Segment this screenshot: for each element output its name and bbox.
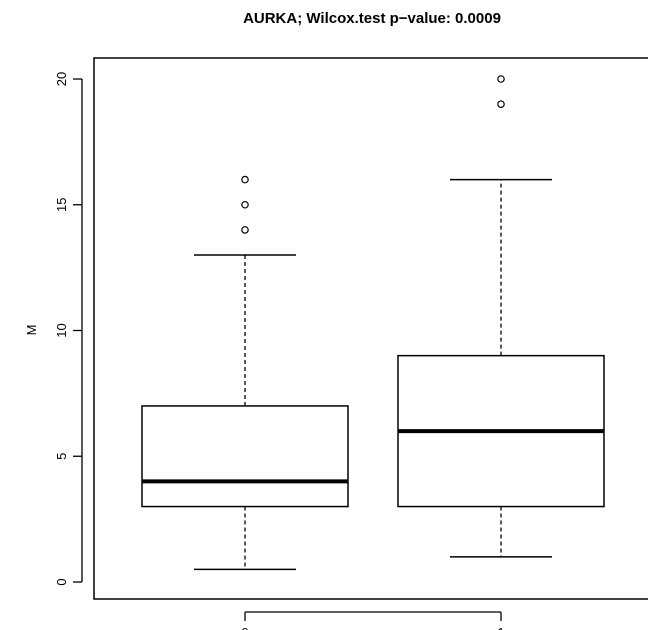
x-axis: 01 (241, 611, 505, 630)
y-tick-label: 10 (54, 323, 69, 337)
y-tick-label: 15 (54, 198, 69, 212)
outlier-point (241, 226, 249, 234)
iqr-box (141, 405, 349, 508)
plot-frame (93, 57, 648, 600)
y-axis-label: M (24, 325, 39, 336)
chart-title: AURKA; Wilcox.test p−value: 0.0009 (243, 10, 501, 27)
y-tick-label: 20 (54, 72, 69, 86)
outlier-point (497, 75, 505, 83)
outlier-point (241, 175, 249, 184)
outlier-point (497, 100, 505, 108)
boxes-group (141, 75, 605, 571)
y-axis: 0 5 10 15 20 (54, 72, 83, 586)
box-group-1 (397, 75, 605, 558)
outlier-point (241, 200, 249, 209)
x-tick-label: 0 (241, 625, 248, 630)
box-group-0 (141, 175, 349, 571)
y-tick-label: 0 (54, 578, 69, 585)
x-tick-label: 1 (497, 625, 504, 630)
y-tick-label: 5 (54, 453, 69, 460)
